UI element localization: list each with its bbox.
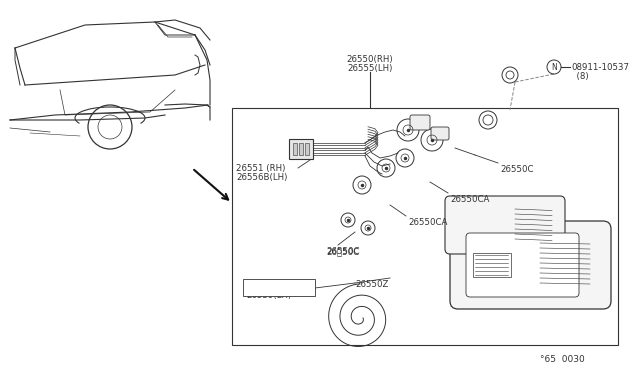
Text: 26559(LH): 26559(LH) <box>246 291 291 300</box>
Bar <box>243 279 315 296</box>
Bar <box>473 253 511 277</box>
Text: 08911-10537: 08911-10537 <box>571 63 629 72</box>
Bar <box>305 143 309 155</box>
FancyBboxPatch shape <box>289 139 313 159</box>
FancyBboxPatch shape <box>410 115 430 130</box>
Text: °65  0030: °65 0030 <box>540 355 585 364</box>
FancyBboxPatch shape <box>466 233 579 297</box>
FancyBboxPatch shape <box>450 221 611 309</box>
Text: 26550(RH): 26550(RH) <box>347 55 394 64</box>
Text: 26550Z: 26550Z <box>355 280 388 289</box>
Text: N: N <box>551 62 557 71</box>
Text: 26550C: 26550C <box>326 247 360 256</box>
Bar <box>232 108 618 345</box>
FancyBboxPatch shape <box>445 196 565 254</box>
Text: 26550C: 26550C <box>500 165 534 174</box>
Text: 26550CA: 26550CA <box>450 195 490 204</box>
Text: 26550CA: 26550CA <box>408 218 447 227</box>
Bar <box>293 143 297 155</box>
Text: 26554(RH): 26554(RH) <box>246 282 292 291</box>
FancyBboxPatch shape <box>431 127 449 140</box>
Text: 26556B(LH): 26556B(LH) <box>236 173 287 182</box>
Text: 26͐50C: 26͐50C <box>326 247 359 256</box>
Bar <box>299 143 303 155</box>
Text: 26555(LH): 26555(LH) <box>348 64 393 73</box>
Text: (8): (8) <box>571 72 589 81</box>
Text: 26551 (RH): 26551 (RH) <box>236 164 285 173</box>
